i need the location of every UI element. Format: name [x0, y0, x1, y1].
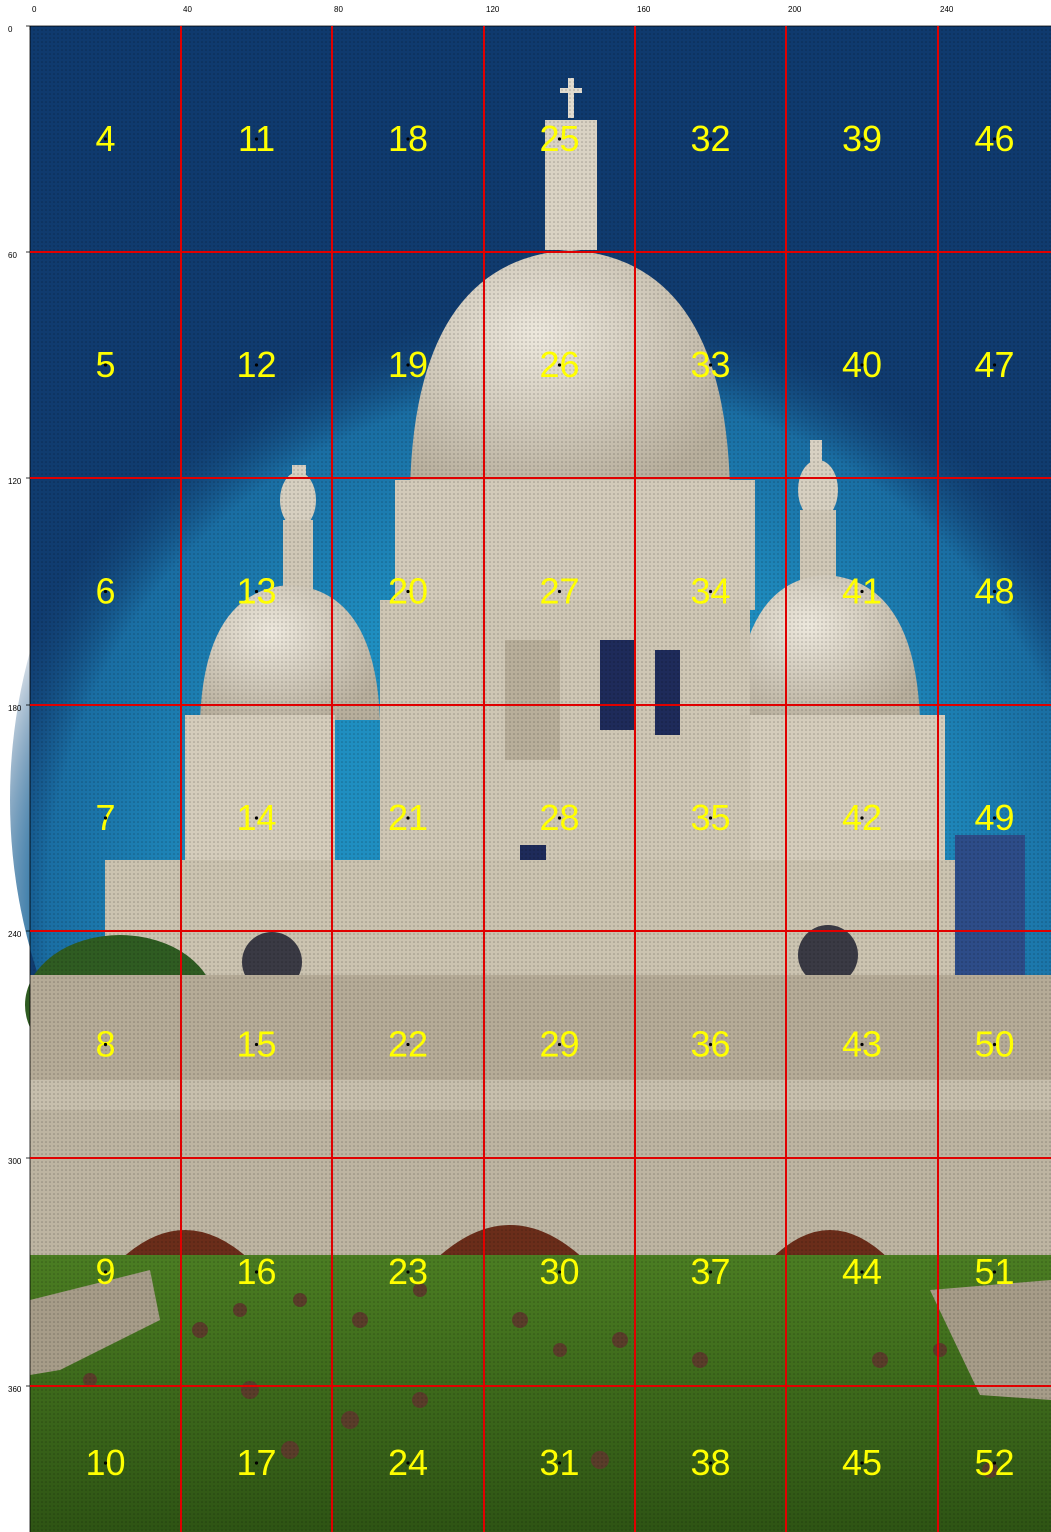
cell-center-dot	[103, 589, 108, 594]
cell-center-dot	[254, 137, 259, 141]
x-tick-label: 40	[183, 5, 192, 14]
cell-center-dot	[254, 589, 259, 594]
cell-center-dot	[103, 1270, 108, 1274]
cell-center-dot	[860, 363, 864, 367]
y-tick-label: 360	[8, 1385, 22, 1394]
x-tick-label: 160	[637, 5, 651, 14]
cell-center-dot	[708, 1270, 713, 1274]
cell-center-dot	[254, 1270, 259, 1274]
y-tick-label: 0	[8, 25, 13, 34]
cell-center-dot	[992, 816, 997, 820]
stitch-texture	[30, 26, 1051, 1532]
y-tick-label: 300	[8, 1157, 22, 1166]
cell-center-dot	[860, 589, 864, 594]
cell-center-dot	[254, 816, 259, 820]
cell-center-dot	[992, 1042, 997, 1047]
cell-center-dot	[557, 1042, 562, 1047]
cell-center-dot	[254, 363, 259, 367]
cell-center-dot	[557, 1270, 562, 1274]
cell-center-dot	[406, 137, 410, 141]
cell-center-dot	[860, 816, 864, 820]
cell-center-dot	[708, 1461, 713, 1465]
x-tick-label: 240	[940, 5, 954, 14]
cell-center-dot	[557, 816, 562, 820]
cell-center-dot	[103, 816, 108, 820]
cell-numbers: 4 11 18 25 32 39 465 12 19 26 33 40 476 13 20 27 34 41 487…	[85, 118, 1014, 1483]
cell-center-dot	[708, 589, 713, 594]
cell-center-dot	[708, 363, 713, 367]
cell-center-dot	[103, 1042, 108, 1047]
y-tick-label: 180	[8, 704, 22, 713]
cell-center-dot	[254, 1461, 259, 1465]
cell-center-dot	[103, 363, 108, 367]
cell-center-dot	[992, 1270, 997, 1274]
x-tick-label: 80	[334, 5, 343, 14]
cell-center-dot	[406, 816, 410, 820]
cell-center-dot	[557, 363, 562, 367]
grid-lines	[30, 26, 1051, 1532]
cell-center-dot	[103, 1461, 108, 1465]
cell-center-dot	[254, 1042, 259, 1047]
y-tick-label: 240	[8, 930, 22, 939]
cell-center-dot	[708, 1042, 713, 1047]
cell-center-dot	[406, 1270, 410, 1274]
cell-center-dot	[992, 1461, 997, 1465]
cell-center-dot	[406, 363, 410, 367]
cell-center-dot	[406, 589, 410, 594]
cell-center-dot	[860, 1270, 864, 1274]
x-tick-label: 120	[486, 5, 500, 14]
x-tick-label: 0	[32, 5, 37, 14]
cell-center-dot	[992, 363, 997, 367]
cell-center-dot	[406, 1461, 410, 1465]
cell-center-dot	[557, 1461, 562, 1465]
cell-center-dot	[406, 1042, 410, 1047]
basilica-photo	[10, 26, 1051, 1532]
cell-center-dot	[103, 137, 108, 141]
cell-center-dot	[860, 137, 864, 141]
cell-center-dot	[557, 589, 562, 594]
cell-center-dot	[557, 137, 562, 141]
x-tick-label: 200	[788, 5, 802, 14]
y-tick-label: 60	[8, 251, 17, 260]
cell-center-dot	[708, 816, 713, 820]
y-tick-label: 120	[8, 477, 22, 486]
cell-center-dot	[992, 137, 997, 141]
cell-center-dot	[992, 589, 997, 594]
cell-center-dot	[860, 1042, 864, 1047]
cell-center-dot	[708, 137, 713, 141]
cell-center-dot	[860, 1461, 864, 1465]
